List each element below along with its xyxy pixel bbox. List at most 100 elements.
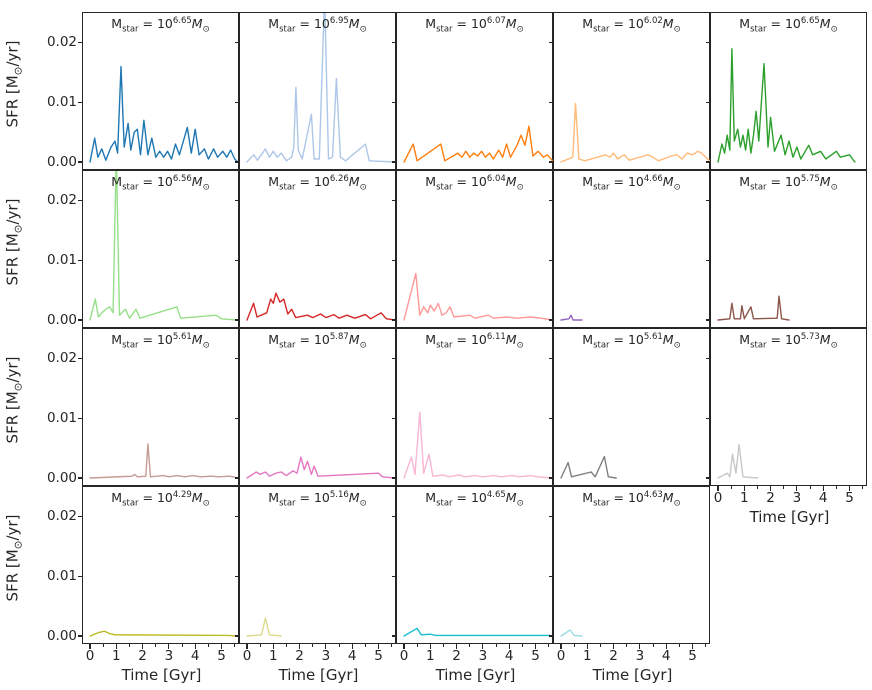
sun-subscript: ⊙ [516,498,524,509]
x-tick-label: 4 [190,648,200,664]
mass-symbol: M [111,16,123,32]
mass-subscript: star [436,24,453,35]
sun-subscript: ⊙ [516,182,524,193]
x-tick [482,644,484,649]
mass-symbol: M [582,332,594,348]
y-tick [705,101,710,103]
y-tick [391,358,396,360]
msun-symbol: M [505,174,517,190]
sun-subscript: ⊙ [516,24,524,35]
x-tick-label: 5 [688,648,697,664]
sun-subscript: ⊙ [830,24,838,35]
equals-ten: = 10 [609,16,644,32]
mass-exponent: 4.63 [643,490,663,500]
mass-exponent: 5.73 [800,332,820,342]
mass-symbol: M [425,174,437,190]
x-tick-label: 4 [818,490,828,506]
msun-symbol: M [505,332,517,348]
mass-exponent: 6.56 [172,174,192,184]
sfr-line-chart [717,295,790,321]
y-tick-label: 0.01 [46,251,77,268]
sfh-panel-2: Mstar = 106.95M⊙ [234,12,396,170]
msun-symbol: M [348,16,360,32]
y-tick [548,161,553,163]
x-minor-tick [391,644,393,647]
x-minor-tick [652,644,654,647]
sfr-series [403,627,554,637]
mass-exponent: 6.95 [329,16,349,26]
y-tick [77,635,82,637]
panel-title: Mstar = 106.02M⊙ [554,16,709,35]
mass-exponent: 4.66 [643,174,663,184]
y-tick [705,477,710,479]
y-tick [234,101,239,103]
y-tick [705,42,710,44]
x-minor-tick [259,644,261,647]
panel-title: Mstar = 106.07M⊙ [397,16,552,35]
y-tick [548,200,553,202]
y-tick [234,635,239,637]
sun-subscript: ⊙ [516,340,524,351]
ylabel-text: SFR [M [3,549,22,602]
sfh-panel-9: Mstar = 104.66M⊙ [548,170,710,328]
mass-subscript: star [122,340,139,351]
x-tick [377,644,380,649]
x-minor-tick [312,644,314,647]
sun-subscript: ⊙ [359,182,367,193]
y-tick-label: 0.01 [46,567,77,584]
sfr-series [246,617,282,637]
y-tick [77,161,82,163]
msun-symbol: M [191,16,203,32]
panel-title: Mstar = 106.65M⊙ [83,16,238,35]
y-axis-title: SFR [M⊙/yr] [4,41,25,128]
msun-symbol: M [191,332,203,348]
y-tick-label: 0.00 [46,153,77,170]
x-tick-label: 3 [635,648,645,664]
panel-title: Mstar = 105.75M⊙ [711,174,866,193]
y-tick-label: 0.01 [46,93,77,110]
y-tick [548,319,553,321]
sun-subscript: ⊙ [673,24,681,35]
x-tick [142,644,144,649]
x-minor-tick [626,644,628,647]
x-tick-label: 4 [504,648,514,664]
x-minor-tick [862,486,864,489]
mass-exponent: 6.04 [486,174,506,184]
sfr-line-chart [403,125,554,163]
y-tick-label: 0.00 [46,627,77,644]
sun-subscript: ⊙ [202,182,210,193]
y-tick [234,259,239,261]
y-tick [548,358,553,360]
x-tick-label: 1 [426,648,435,664]
y-tick [234,417,239,419]
sfh-panel-6: Mstar = 106.56M⊙ 0.00 0.01 0.02 [47,170,239,328]
x-tick [325,644,327,649]
sfr-line-chart [560,102,711,163]
x-tick-label: 3 [321,648,331,664]
mass-exponent: 5.87 [329,332,349,342]
x-tick-label: 5 [845,490,854,506]
x-minor-tick [181,644,183,647]
y-tick [77,42,82,44]
mass-exponent: 4.29 [172,490,192,500]
sfh-panel-12: Mstar = 105.87M⊙ [234,328,396,486]
sfh-panel-1: Mstar = 106.65M⊙ 0.00 0.01 0.02 [47,12,239,170]
mass-symbol: M [425,490,437,506]
panel-title: Mstar = 106.95M⊙ [240,16,395,35]
x-tick [743,486,745,491]
msun-symbol: M [505,16,517,32]
y-tick-label: 0.02 [46,34,77,51]
sfr-series [89,630,237,637]
sfr-series [403,411,553,479]
sfr-series [717,295,790,321]
equals-ten: = 10 [452,174,487,190]
y-tick [234,575,239,577]
sfr-series [403,125,554,163]
x-tick [429,644,431,649]
x-minor-tick [364,644,366,647]
sfh-panel-14: Mstar = 105.61M⊙ [548,328,710,486]
y-tick [391,516,396,518]
x-tick [246,644,248,649]
panel-title: Mstar = 105.73M⊙ [711,332,866,351]
sun-subscript: ⊙ [359,340,367,351]
